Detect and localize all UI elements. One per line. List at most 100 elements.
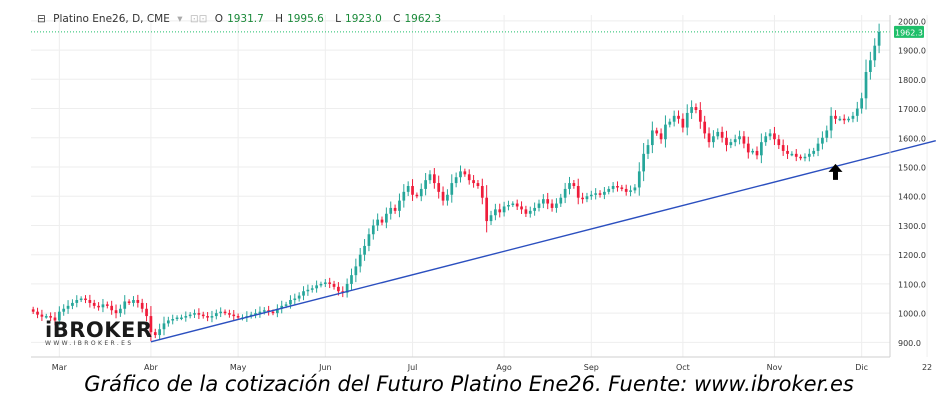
candle-down (393, 207, 397, 211)
candle-up (825, 130, 829, 138)
candle-up (589, 194, 593, 197)
candle-up (193, 313, 196, 315)
y-tick-label: 1900.0 (898, 47, 926, 56)
candle-up (537, 203, 541, 208)
candle-up (289, 300, 292, 305)
candle-down (441, 191, 445, 201)
candle-down (725, 137, 728, 146)
candle-up (541, 199, 545, 204)
candle-up (162, 323, 166, 330)
candle-up (528, 210, 532, 214)
y-tick-label: 1300.0 (898, 222, 926, 231)
candle-down (707, 133, 711, 143)
y-tick-label: 1000.0 (898, 310, 926, 319)
last-price-badge (894, 25, 924, 38)
candle-up (729, 142, 733, 146)
candle-down (476, 183, 480, 186)
candle-down (515, 203, 519, 207)
x-tick-label: Sep (584, 363, 599, 372)
last-price-label: 1962.3 (895, 28, 923, 37)
candle-down (498, 209, 502, 213)
candle-up (367, 234, 371, 246)
candle-up (829, 115, 833, 131)
y-tick-label: 1600.0 (898, 134, 926, 143)
candle-down (236, 316, 240, 318)
candle-up (507, 205, 510, 207)
collapse-icon[interactable]: ⊟ (37, 13, 46, 25)
candle-up (812, 150, 816, 154)
candle-up (354, 266, 358, 276)
candle-down (149, 316, 153, 333)
candle-down (437, 183, 441, 192)
candle-up (494, 209, 497, 216)
candle-up (62, 308, 66, 312)
candle-down (659, 133, 663, 140)
candle-down (467, 174, 471, 181)
candle-up (637, 171, 641, 188)
candle-up (219, 311, 223, 314)
candle-down (110, 305, 114, 311)
candle-down (485, 197, 489, 222)
candle-down (228, 313, 231, 315)
candle-down (773, 133, 776, 140)
candle-down (698, 110, 702, 122)
candle-up (555, 203, 558, 208)
candle-up (489, 215, 493, 222)
chart-overlays: 1962.3 (31, 25, 936, 343)
candle-down (53, 317, 57, 321)
candle-up (306, 289, 310, 292)
candle-up (533, 207, 536, 211)
candle-down (781, 145, 785, 151)
candle-up (712, 136, 715, 143)
candle-up (790, 153, 794, 156)
candle-down (153, 332, 157, 336)
candle-up (180, 317, 183, 320)
candle-up (607, 188, 611, 192)
dropdown-icon[interactable]: ▾ (177, 13, 183, 25)
candle-down (480, 186, 484, 198)
candle-up (642, 153, 645, 172)
candle-down (746, 143, 750, 153)
candle-up (57, 311, 61, 321)
y-tick-label: 1800.0 (898, 76, 926, 85)
candle-down (197, 313, 201, 315)
candle-down (581, 197, 584, 200)
low-label: L (335, 13, 342, 25)
y-tick-label: 1200.0 (898, 251, 926, 260)
candle-up (716, 131, 720, 137)
x-tick-label: Dic (855, 363, 868, 372)
chart-caption: Gráfico de la cotización del Futuro Plat… (84, 372, 854, 396)
candle-up (690, 107, 693, 113)
candle-up (158, 329, 161, 336)
chart-grid (31, 15, 928, 357)
candle-up (132, 300, 135, 303)
candle-up (345, 283, 349, 293)
candle-up (733, 139, 737, 143)
candle-up (633, 187, 637, 191)
ibroker-logo: iBROKER WWW.IBROKER.ES (45, 318, 153, 347)
y-tick-label: 2000.0 (898, 17, 926, 26)
candle-up (585, 196, 589, 200)
candle-down (411, 186, 414, 195)
candle-down (799, 156, 802, 159)
x-tick-label: Ago (496, 363, 512, 372)
price-chart[interactable]: 1962.3 900.0 1000.0 1100.0 1200.0 1300.0 1400… (0, 0, 938, 372)
symbol-label[interactable]: Platino Ene26, D, CME (53, 13, 170, 25)
candle-up (668, 121, 672, 125)
candle-up (297, 295, 301, 299)
candle-down (720, 131, 724, 138)
trendline (150, 140, 936, 343)
candle-up (864, 72, 868, 99)
candle-up (302, 291, 305, 296)
candle-up (276, 308, 279, 314)
candle-down (145, 308, 148, 317)
settings-icon[interactable]: ⊡⊡ (189, 13, 208, 25)
candle-up (559, 197, 563, 204)
candle-down (232, 314, 236, 317)
candle-up (323, 282, 327, 284)
candle-up (847, 118, 850, 121)
candle-up (293, 298, 297, 301)
candle-up (685, 112, 689, 128)
high-value: 1995.6 (287, 13, 324, 25)
low-value: 1923.0 (345, 13, 382, 25)
